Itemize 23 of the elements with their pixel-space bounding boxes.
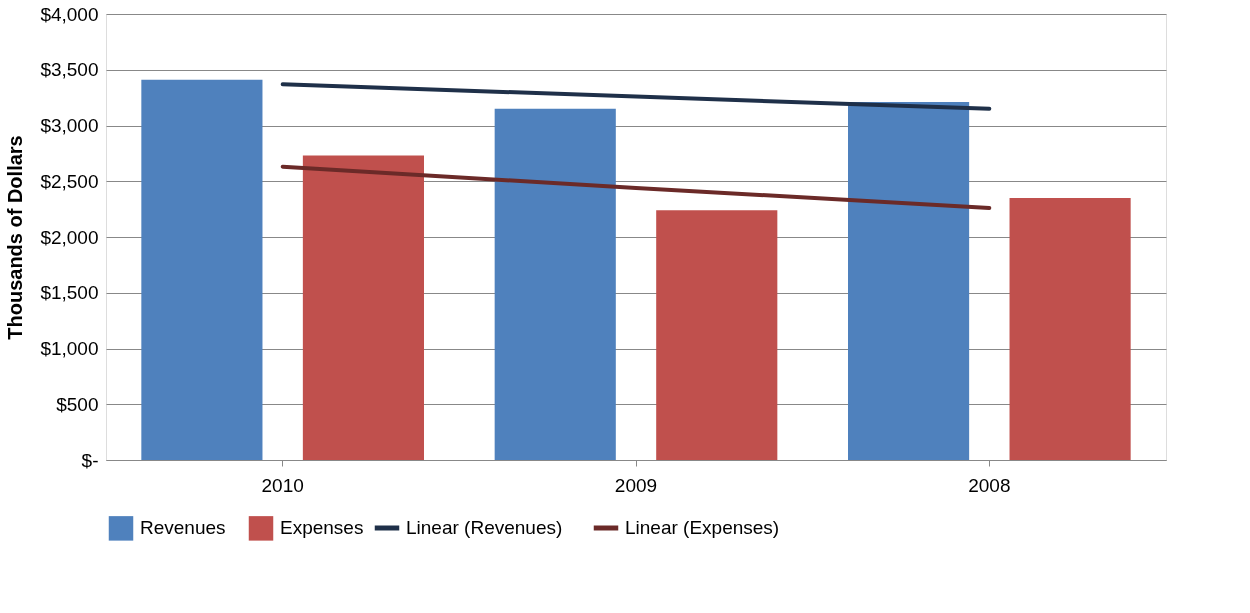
legend-label: Expenses [280,517,364,539]
legend-label: Linear (Expenses) [625,517,780,538]
bar [302,155,424,460]
x-tick-label: 2008 [968,474,1011,496]
y-tick-label: $3,500 [40,59,99,81]
bar [1009,197,1131,460]
bar [494,108,616,460]
legend-label: Revenues [140,517,226,539]
bar [848,102,970,460]
y-tick-label: $4,000 [40,3,99,25]
x-tick-label: 2010 [261,474,304,496]
y-tick-label: $3,000 [40,115,99,136]
legend-label: Linear (Revenues) [406,517,563,538]
y-tick-label: $1,500 [40,282,99,304]
bar [656,210,778,460]
y-tick-label: $2,000 [40,226,99,248]
y-tick-label: $1,000 [40,338,99,359]
y-tick-label: $- [81,449,99,471]
bar [141,79,263,460]
x-tick-label: 2009 [614,474,658,496]
y-tick-label: $500 [56,393,99,415]
y-tick-label: $2,500 [40,170,99,192]
y-axis-title: Thousands of Dollars [4,135,27,340]
